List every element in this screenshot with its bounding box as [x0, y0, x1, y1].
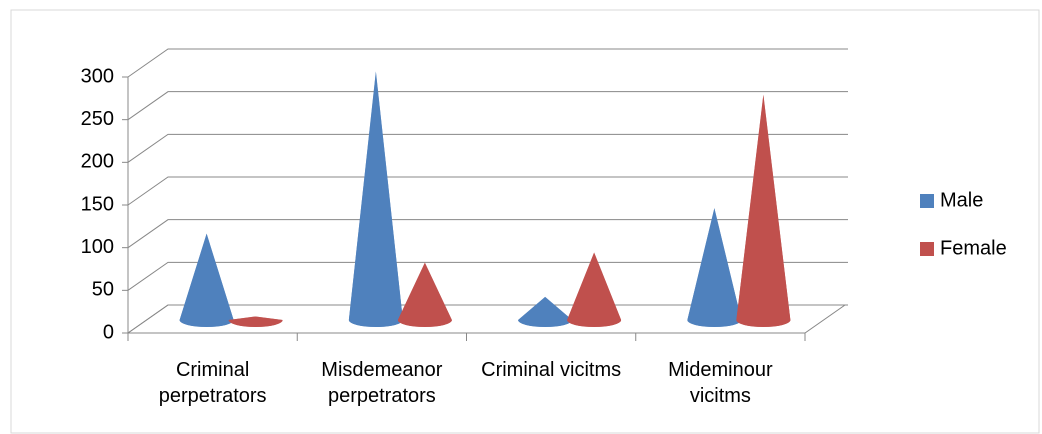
x-tick-label: Misdemeanor perpetrators: [321, 359, 443, 407]
cone-shade: [228, 316, 283, 327]
x-tick-label: Criminal vicitms: [481, 359, 622, 381]
cone-shade: [567, 252, 622, 327]
grid-line: [127, 219, 848, 249]
grid-line: [127, 261, 848, 291]
cone: [397, 262, 452, 327]
cone-shade: [348, 71, 403, 328]
cone: [567, 252, 622, 327]
y-tick-label: 250: [81, 108, 114, 130]
x-tick-label: Mideminour vicitms: [668, 359, 773, 407]
grid-line: [127, 48, 848, 78]
chart-border: [10, 9, 1040, 434]
y-tick-label: 200: [81, 151, 114, 173]
cone: [518, 296, 573, 327]
grid-line: [127, 304, 848, 334]
cone-shade: [397, 262, 452, 327]
cone-shade: [687, 208, 742, 327]
grid-line: [127, 176, 848, 206]
grid-line: [127, 91, 848, 121]
cone-shade: [179, 233, 234, 327]
cone-shade: [736, 94, 791, 327]
legend-label: Female: [940, 237, 1007, 259]
cone: [179, 233, 234, 327]
legend-label: Male: [940, 189, 983, 211]
cone-shade: [518, 296, 573, 327]
legend-swatch: [920, 242, 934, 256]
cone: [348, 71, 403, 328]
y-tick-label: 300: [81, 65, 114, 87]
legend-swatch: [920, 194, 934, 208]
y-tick-label: 0: [103, 321, 114, 343]
cone: [228, 316, 283, 327]
y-tick-label: 50: [92, 279, 114, 301]
grid-line: [127, 133, 848, 163]
y-tick-label: 150: [81, 193, 114, 215]
x-tick-label: Criminal perpetrators: [158, 359, 267, 407]
y-tick-label: 100: [81, 236, 114, 258]
cone: [687, 208, 742, 327]
cone: [736, 94, 791, 327]
